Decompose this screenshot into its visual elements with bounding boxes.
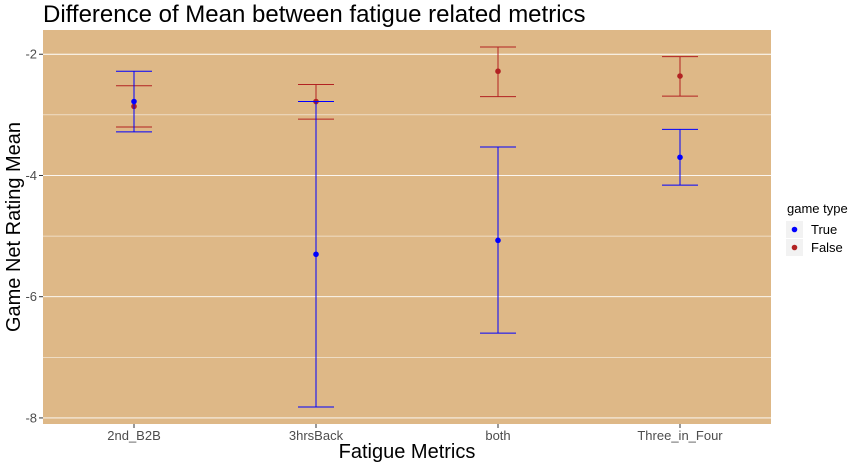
y-tick-label: -2 [25,47,37,62]
x-tick-label: both [485,428,510,443]
mean-point [495,237,501,244]
error-bar-group [116,70,152,133]
y-tick-label: -6 [25,289,37,304]
error-bar-group [480,46,516,98]
legend: game type True False [786,201,848,256]
chart-title: Difference of Mean between fatigue relat… [43,1,586,28]
error-bar-group [662,56,698,97]
mean-point [677,154,683,161]
y-axis-ticks: -8 -6 -4 -2 [25,47,43,425]
y-tick-label: -8 [25,410,37,425]
legend-key-point [791,226,798,233]
x-tick-label: 3hrsBack [289,428,344,443]
error-bar-group [298,101,334,408]
mean-point [131,98,137,105]
x-tick-label: Three_in_Four [637,428,723,443]
x-tick-label: 2nd_B2B [107,428,161,443]
y-tick-label: -4 [25,168,37,183]
error-bar-marks [116,46,698,408]
x-axis-title: Fatigue Metrics [339,441,476,463]
legend-title: game type [787,201,848,216]
error-bar-group [480,146,516,334]
mean-point [677,73,683,79]
mean-point [313,251,319,258]
plot-panel [43,30,771,424]
mean-point [495,68,501,75]
legend-key-point [791,244,798,251]
x-axis-ticks: 2nd_B2B 3hrsBack both Three_in_Four [107,424,723,443]
legend-label: True [811,222,837,237]
legend-label: False [811,240,843,255]
error-bar-group [662,128,698,186]
y-axis-title: Game Net Rating Mean [3,122,25,332]
gridlines [43,53,771,419]
